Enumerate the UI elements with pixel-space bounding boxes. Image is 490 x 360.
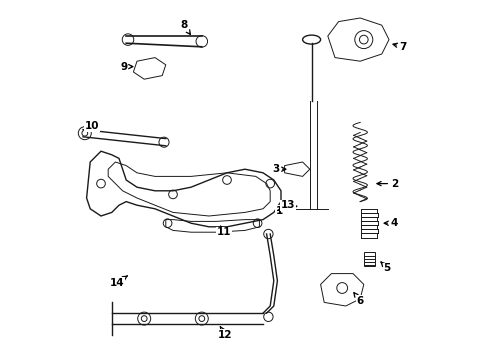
Text: 12: 12 (218, 327, 232, 340)
Text: 6: 6 (354, 293, 364, 306)
Text: 4: 4 (384, 218, 398, 228)
Text: 8: 8 (180, 20, 191, 35)
Text: 1: 1 (275, 205, 297, 216)
Text: 11: 11 (217, 226, 231, 237)
Text: 10: 10 (85, 121, 99, 131)
Text: 7: 7 (393, 42, 407, 52)
Text: 5: 5 (381, 262, 391, 273)
Text: 3: 3 (272, 164, 286, 174)
Text: 14: 14 (110, 276, 127, 288)
Text: 9: 9 (121, 62, 133, 72)
Text: 13: 13 (278, 200, 295, 210)
Text: 2: 2 (377, 179, 398, 189)
